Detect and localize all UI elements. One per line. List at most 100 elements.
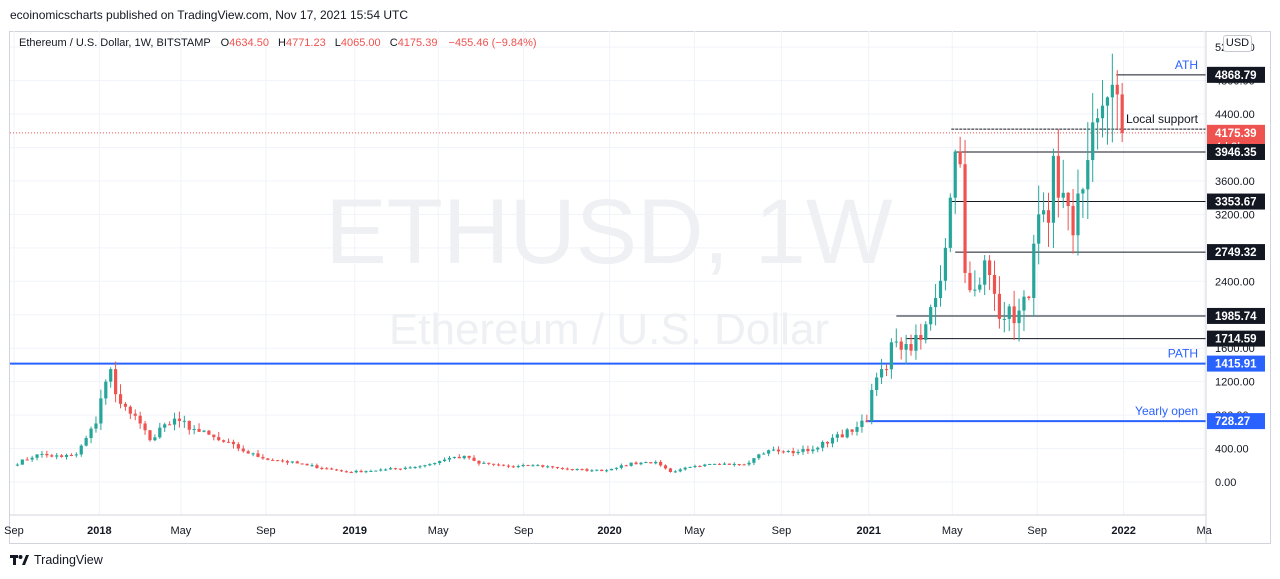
candle-body xyxy=(742,464,746,466)
tradingview-logo[interactable]: TradingView xyxy=(10,553,103,567)
candle-body xyxy=(511,466,515,468)
candle-body xyxy=(899,341,903,350)
price-tick-label: 0.00 xyxy=(1215,477,1236,489)
candle-body xyxy=(983,260,987,285)
candle-body xyxy=(118,394,123,404)
candle-body xyxy=(781,451,785,453)
candle-body xyxy=(408,467,412,469)
candle-body xyxy=(104,381,108,399)
candle-body xyxy=(143,423,147,431)
close-value: 4175.39 xyxy=(398,37,438,49)
candle-body xyxy=(546,466,550,468)
candle-body xyxy=(334,469,339,471)
candle-body xyxy=(909,344,913,351)
price-axis[interactable]: 5200.004800.004400.004000.003600.003200.… xyxy=(1205,31,1255,543)
candle-body xyxy=(924,324,928,340)
candle-body xyxy=(884,369,889,371)
legend-symbol: Ethereum / U.S. Dollar, 1W, BITSTAMP xyxy=(19,37,211,49)
candle-body xyxy=(771,449,776,451)
candle-body xyxy=(266,458,270,460)
candle-body xyxy=(1042,210,1046,215)
candle-body xyxy=(830,437,835,444)
candle-body xyxy=(467,455,471,458)
candle-body xyxy=(300,463,304,465)
candle-body xyxy=(1022,296,1026,311)
currency-button[interactable]: USD xyxy=(1223,35,1252,52)
candle-body xyxy=(20,459,24,465)
candle-body xyxy=(850,429,854,432)
current-price-label: 4175.39 xyxy=(1215,128,1257,140)
candle-body xyxy=(182,420,186,422)
candle-body xyxy=(369,470,373,472)
candle-body xyxy=(393,468,398,470)
candle-body xyxy=(639,462,643,465)
candle-body xyxy=(855,427,859,432)
candle-body xyxy=(123,403,128,407)
candle-body xyxy=(354,470,358,473)
time-tick-label: Sep xyxy=(514,525,534,537)
level-price-tag xyxy=(1207,143,1265,160)
time-tick-label: May xyxy=(684,525,705,537)
candle-body xyxy=(1002,318,1006,320)
candle-body xyxy=(580,469,584,471)
chart-panel[interactable] xyxy=(9,31,1271,544)
candle-body xyxy=(256,453,260,457)
candle-body xyxy=(246,451,250,454)
candle-body xyxy=(929,307,933,325)
candle-body xyxy=(447,457,452,460)
candle-body xyxy=(457,456,461,459)
candle-body xyxy=(423,465,427,467)
price-tick-label: 2400.00 xyxy=(1215,276,1255,288)
candle-body xyxy=(344,471,348,473)
candle-body xyxy=(207,430,211,435)
candle-body xyxy=(501,464,506,466)
candle-body xyxy=(958,151,962,165)
candle-body xyxy=(1061,192,1065,198)
candle-body xyxy=(114,369,118,395)
candle-body xyxy=(1051,155,1056,223)
candle-body xyxy=(55,455,59,457)
candle-body xyxy=(177,418,182,421)
candle-body xyxy=(551,466,555,468)
candle-body xyxy=(973,289,977,291)
ohlc-legend: Ethereum / U.S. Dollar, 1W, BITSTAMP O46… xyxy=(19,37,537,49)
low-label: L xyxy=(335,37,341,49)
price-tick-label: 1200.00 xyxy=(1215,377,1255,389)
candle-body xyxy=(953,151,957,198)
candle-body xyxy=(619,465,623,468)
candle-body xyxy=(722,463,727,465)
candle-body xyxy=(654,461,658,464)
candle-body xyxy=(231,441,236,445)
candle-body xyxy=(1091,122,1095,161)
candle-body xyxy=(865,420,869,422)
price-tick-label: 3200.00 xyxy=(1215,209,1255,221)
candle-body xyxy=(708,464,712,466)
candle-body xyxy=(398,468,402,470)
candle-body xyxy=(992,275,997,294)
candle-body xyxy=(796,451,800,454)
candle-body xyxy=(168,424,172,426)
candle-body xyxy=(688,466,692,468)
level-price-tag xyxy=(1207,244,1265,261)
candle-body xyxy=(668,468,673,472)
candle-body xyxy=(541,465,545,467)
candle-body xyxy=(315,465,319,469)
level-lines xyxy=(10,74,1206,423)
low-value: 4065.00 xyxy=(341,37,381,49)
candle-body xyxy=(1105,97,1110,106)
candle-body xyxy=(609,468,614,471)
close-label: C xyxy=(390,37,398,49)
candle-body xyxy=(487,462,491,464)
time-axis[interactable]: Sep 2018 May Sep 2019 May Sep 2020 May Sep 2021 May… xyxy=(4,514,1213,537)
candle-body xyxy=(987,260,992,276)
candle-body xyxy=(816,447,820,450)
candle-body xyxy=(860,420,864,428)
candle-body xyxy=(521,464,525,467)
level-price-tag xyxy=(1207,307,1265,324)
candle-body xyxy=(570,469,574,471)
candle-body xyxy=(163,424,167,428)
candle-body xyxy=(1096,118,1100,123)
level-price-tag xyxy=(1207,413,1265,430)
level-price-tag xyxy=(1207,66,1265,83)
